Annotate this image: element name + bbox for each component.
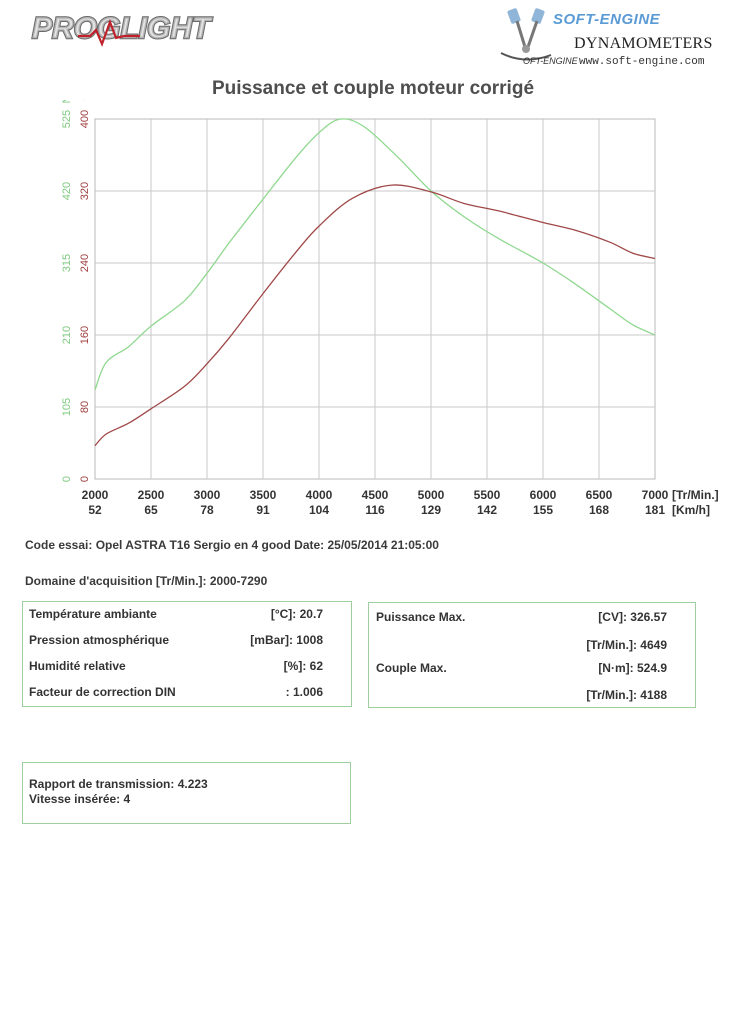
x-tick-rpm: 6500 [586,488,613,502]
temp-value: [°C]: 20.7 [270,607,323,621]
y-tick-power: 400 [79,110,91,128]
proglight-logo: PROGLIGHT PROGLIGHT [31,11,214,47]
torque-max-label: Couple Max. [376,661,447,675]
humidity-value: [%]: 62 [283,659,323,673]
svg-text:PROGLIGHT: PROGLIGHT [32,12,213,45]
power-max-rpm: [Tr/Min.]: 4649 [586,638,667,652]
dyno-chart: 0 105 210 315 420 525 N·m 0 80 160 240 320 400 CV 20… [61,100,719,517]
y-tick-torque: 210 [61,326,73,344]
x-tick-kmh: 129 [421,503,441,517]
brand-sub: OFT-ENGINE [523,56,578,66]
torque-max-rpm: [Tr/Min.]: 4188 [586,688,667,702]
acquisition-domain: Domaine d'acquisition [Tr/Min.]: 2000-72… [25,574,268,588]
y-tick-power: 0 [79,476,91,482]
chart-title: Puissance et couple moteur corrigé [211,78,535,99]
svg-text:PROGLIGHT: PROGLIGHT [32,12,213,45]
pressure-value: [mBar]: 1008 [250,633,323,647]
gear-engaged: Vitesse insérée: 4 [29,792,131,806]
soft-engine-logo [500,8,552,61]
torque-max-value: [N·m]: 524.9 [598,661,667,675]
y-axis-label-torque: N·m [61,100,73,103]
transmission-ratio: Rapport de transmission: 4.223 [29,777,208,791]
y-tick-torque: 420 [61,182,73,200]
y-tick-torque: 525 [61,110,73,128]
x-tick-kmh: 91 [256,503,270,517]
x-tick-rpm: 5500 [474,488,501,502]
y-tick-power: 160 [79,326,91,344]
results-box: Puissance Max. [CV]: 326.57 [Tr/Min.]: 4… [368,602,696,708]
temp-label: Température ambiante [29,607,157,621]
x-tick-kmh: 168 [589,503,609,517]
y-tick-power: 240 [79,254,91,272]
power-curve [94,184,656,447]
x-axis-label-rpm: [Tr/Min.] [672,488,719,502]
din-value: : 1.006 [285,685,323,699]
x-tick-rpm: 3000 [194,488,221,502]
test-code: Code essai: Opel ASTRA T16 Sergio en 4 g… [25,538,439,552]
din-label: Facteur de correction DIN [29,685,176,699]
y-tick-torque: 105 [61,398,73,416]
x-tick-kmh: 142 [477,503,497,517]
brand-url: www.soft-engine.com [579,56,705,68]
series-group [94,118,656,447]
x-tick-rpm: 6000 [530,488,557,502]
pressure-label: Pression atmosphérique [29,633,170,647]
x-tick-kmh: 155 [533,503,553,517]
x-tick-kmh: 116 [365,503,385,517]
power-max-label: Puissance Max. [376,610,466,624]
x-tick-kmh: 52 [88,503,102,517]
x-tick-rpm: 4500 [362,488,389,502]
torque-curve [94,118,656,391]
x-tick-rpm: 4000 [306,488,333,502]
conditions-box: Température ambiante [°C]: 20.7 Pression… [22,601,352,707]
x-tick-kmh: 65 [144,503,158,517]
x-tick-rpm: 2500 [138,488,165,502]
x-tick-kmh: 104 [309,503,329,517]
y-tick-torque: 0 [61,476,73,482]
pistons-icon [500,8,552,61]
brand-name: SOFT-ENGINE [553,11,661,28]
transmission-box: Rapport de transmission: 4.223 Vitesse i… [22,762,351,824]
power-max-value: [CV]: 326.57 [598,610,667,624]
x-tick-kmh: 181 [645,503,665,517]
y-tick-power: 80 [79,401,91,413]
humidity-label: Humidité relative [29,659,126,673]
y-tick-power: 320 [79,182,91,200]
y-axis-power: 0 80 160 240 320 400 CV [79,100,91,482]
y-axis-label-power: CV [79,100,91,101]
x-tick-rpm: 7000 [642,488,669,502]
x-axis-label-kmh: [Km/h] [672,503,710,517]
x-tick-rpm: 3500 [250,488,277,502]
brand-product: DYNAMOMETERS [574,35,713,52]
grid [94,118,656,480]
y-axis-torque: 0 105 210 315 420 525 N·m [61,100,73,482]
x-tick-kmh: 78 [200,503,214,517]
x-tick-rpm: 2000 [82,488,109,502]
y-tick-torque: 315 [61,254,73,272]
x-tick-rpm: 5000 [418,488,445,502]
